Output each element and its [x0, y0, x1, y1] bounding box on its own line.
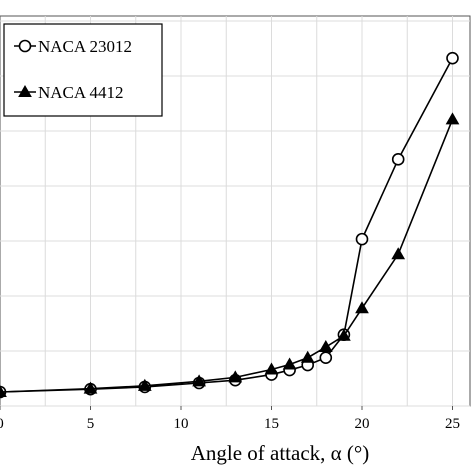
data-point-triangle: [282, 357, 297, 370]
data-point-triangle: [391, 247, 406, 260]
data-point-circle: [446, 51, 459, 65]
data-point-triangle: [264, 362, 279, 375]
data-point-circle: [18, 39, 32, 53]
x-tick-label: 25: [445, 416, 460, 432]
series-layer: [0, 51, 460, 399]
data-point-triangle: [192, 374, 206, 387]
data-point-triangle: [137, 378, 152, 391]
data-point-triangle: [228, 370, 243, 383]
legend-item: NACA 23012: [14, 37, 132, 56]
legend: NACA 23012 NACA 4412: [3, 23, 163, 117]
x-tick-label: 0: [0, 416, 4, 432]
x-tick-label: 15: [264, 416, 279, 432]
data-point-triangle: [0, 384, 7, 397]
x-tick-label: 20: [355, 416, 370, 432]
data-point-triangle: [318, 340, 333, 353]
x-tick-label: 5: [87, 416, 95, 432]
data-point-circle: [319, 351, 333, 365]
data-point-triangle: [18, 84, 32, 97]
x-axis-title: Angle of attack, α (°): [191, 441, 370, 465]
series-naca-4412: [0, 112, 460, 397]
legend-box: [3, 23, 163, 117]
data-point-circle: [355, 232, 369, 246]
legend-item: NACA 4412: [14, 83, 123, 102]
data-point-triangle: [83, 381, 98, 394]
data-point-triangle: [337, 328, 351, 341]
data-point-triangle: [355, 301, 369, 314]
legend-label: NACA 4412: [38, 83, 123, 102]
legend-label: NACA 23012: [38, 37, 132, 56]
data-point-triangle: [300, 350, 315, 363]
data-point-circle: [391, 153, 405, 166]
x-tick-label: 10: [174, 416, 189, 432]
x-axis-ticks: 0 5 10 15 20 25: [0, 406, 460, 432]
data-point-triangle: [445, 112, 460, 125]
